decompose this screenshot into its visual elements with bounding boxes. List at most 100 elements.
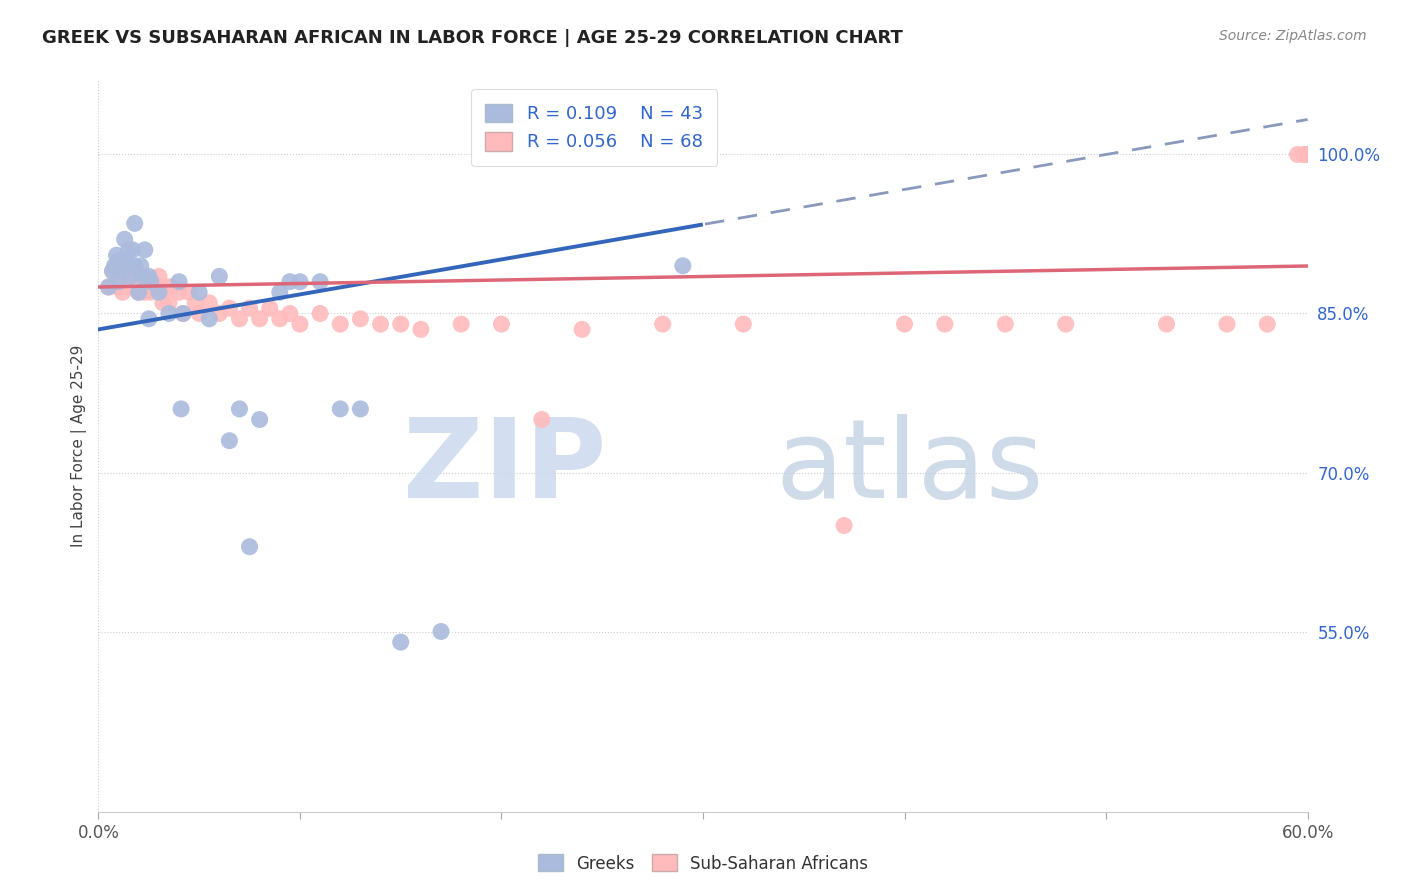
Point <box>188 285 211 300</box>
Point <box>139 285 162 300</box>
Point <box>228 311 250 326</box>
Point <box>198 311 221 326</box>
Point <box>1296 147 1319 161</box>
Point <box>132 269 155 284</box>
Point <box>184 296 207 310</box>
Point <box>198 296 221 310</box>
Point <box>157 296 180 310</box>
Point <box>157 306 180 320</box>
Point <box>672 259 695 273</box>
Point <box>142 275 165 289</box>
Point <box>269 311 291 326</box>
Point <box>1216 317 1239 331</box>
Point <box>135 280 157 294</box>
Point <box>124 280 146 294</box>
Point <box>309 275 332 289</box>
Point <box>118 259 141 273</box>
Point <box>389 317 412 331</box>
Point <box>170 401 193 416</box>
Text: ZIP: ZIP <box>404 415 606 522</box>
Point <box>172 306 194 320</box>
Point <box>172 306 194 320</box>
Point <box>278 275 301 289</box>
Point <box>125 275 148 289</box>
Point <box>124 259 146 273</box>
Point <box>329 317 352 331</box>
Point <box>105 248 128 262</box>
Point <box>269 285 291 300</box>
Point <box>349 311 371 326</box>
Point <box>114 232 136 246</box>
Point <box>160 280 183 294</box>
Point <box>893 317 915 331</box>
Point <box>450 317 472 331</box>
Point <box>128 285 150 300</box>
Point <box>107 264 129 278</box>
Point <box>114 253 136 268</box>
Point <box>491 317 513 331</box>
Point <box>152 296 174 310</box>
Point <box>1296 147 1319 161</box>
Point <box>188 306 211 320</box>
Text: atlas: atlas <box>776 415 1045 522</box>
Point <box>132 277 155 291</box>
Point <box>167 285 190 300</box>
Point <box>1156 317 1178 331</box>
Text: Source: ZipAtlas.com: Source: ZipAtlas.com <box>1219 29 1367 43</box>
Point <box>97 280 120 294</box>
Y-axis label: In Labor Force | Age 25-29: In Labor Force | Age 25-29 <box>72 345 87 547</box>
Point <box>370 317 392 331</box>
Point <box>349 401 371 416</box>
Point <box>107 275 129 289</box>
Point <box>571 322 593 336</box>
Point <box>120 269 142 284</box>
Point <box>124 216 146 230</box>
Point <box>389 635 412 649</box>
Point <box>934 317 956 331</box>
Point <box>249 412 271 426</box>
Point <box>121 243 143 257</box>
Point <box>1256 317 1278 331</box>
Point <box>218 301 240 316</box>
Point <box>101 264 124 278</box>
Point <box>1296 147 1319 161</box>
Point <box>148 280 170 294</box>
Point <box>115 275 138 289</box>
Point <box>1286 147 1309 161</box>
Point <box>278 306 301 320</box>
Point <box>138 269 160 284</box>
Point <box>167 275 190 289</box>
Point <box>1054 317 1077 331</box>
Point <box>97 280 120 294</box>
Point <box>107 253 129 268</box>
Point <box>1296 147 1319 161</box>
Point <box>101 264 124 278</box>
Point <box>994 317 1017 331</box>
Point <box>288 275 311 289</box>
Point <box>329 401 352 416</box>
Point <box>103 277 125 291</box>
Point <box>139 275 162 289</box>
Point <box>134 243 156 257</box>
Point <box>1296 147 1319 161</box>
Point <box>128 275 150 289</box>
Point <box>103 259 125 273</box>
Point <box>120 280 142 294</box>
Point <box>259 301 281 316</box>
Point <box>228 401 250 416</box>
Point <box>148 269 170 284</box>
Point <box>530 412 553 426</box>
Point <box>239 301 262 316</box>
Point <box>208 306 231 320</box>
Point <box>179 285 201 300</box>
Point <box>249 311 271 326</box>
Point <box>218 434 240 448</box>
Point <box>118 269 141 284</box>
Point <box>148 285 170 300</box>
Point <box>733 317 755 331</box>
Point <box>832 518 855 533</box>
Point <box>138 311 160 326</box>
Point <box>288 317 311 331</box>
Point <box>138 275 160 289</box>
Point <box>208 269 231 284</box>
